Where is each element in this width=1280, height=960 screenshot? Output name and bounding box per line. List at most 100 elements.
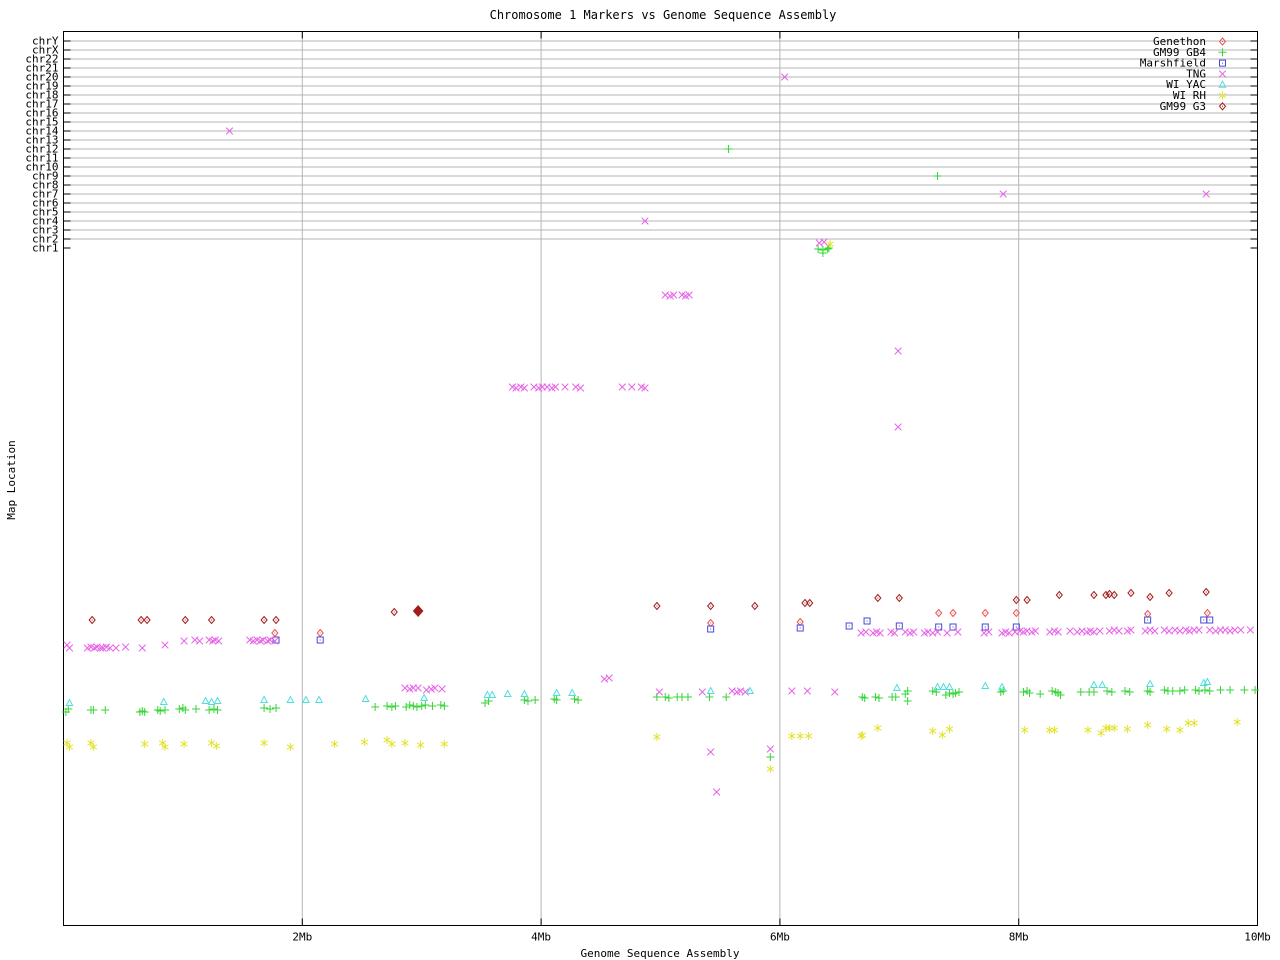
data-point (260, 695, 269, 703)
data-point (207, 615, 216, 625)
data-point (88, 615, 96, 625)
data-point (360, 738, 369, 746)
data-point (383, 736, 391, 744)
data-point (935, 623, 943, 631)
data-point (933, 682, 942, 690)
data-point (1180, 686, 1189, 694)
data-point (101, 706, 110, 714)
data-point (1216, 626, 1225, 634)
data-point (909, 628, 918, 636)
data-point (806, 598, 814, 608)
chromosome-tick-label: chr10 (25, 161, 58, 174)
data-point (143, 615, 151, 625)
legend-label: Genethon (1153, 35, 1206, 48)
data-point (112, 644, 120, 652)
data-point (1165, 627, 1173, 635)
data-point (316, 636, 324, 644)
data-point (751, 601, 759, 611)
data-point (1200, 686, 1209, 694)
data-point (570, 695, 579, 703)
data-point (440, 740, 449, 748)
data-point (121, 643, 130, 651)
data-point (161, 743, 169, 751)
data-point (552, 688, 561, 696)
data-point (1191, 686, 1200, 694)
data-point (484, 697, 493, 705)
data-point (520, 384, 529, 392)
data-point (159, 697, 168, 705)
data-point (1120, 687, 1129, 695)
data-point (1146, 592, 1154, 602)
data-point (1012, 608, 1020, 618)
data-point (653, 601, 661, 611)
data-point (860, 694, 869, 702)
data-point (1175, 687, 1184, 695)
data-point (1127, 626, 1135, 634)
data-point (391, 702, 400, 710)
data-point (1105, 724, 1114, 732)
data-point (706, 686, 715, 694)
data-point (1226, 686, 1235, 694)
data-point (1206, 616, 1214, 624)
data-point (428, 702, 437, 710)
chromosome-tick-label: chr18 (25, 89, 58, 102)
data-point (862, 628, 870, 636)
data-point (999, 190, 1007, 198)
data-point (1151, 627, 1159, 635)
data-point (954, 628, 962, 636)
data-point (260, 704, 269, 712)
data-point (271, 637, 279, 645)
data-point (1005, 629, 1013, 637)
series-genethon (271, 608, 1212, 638)
data-point (981, 608, 989, 618)
data-point (1031, 627, 1040, 635)
data-point (1046, 726, 1054, 734)
data-point (503, 689, 512, 697)
chromosome-tick-label: chr13 (25, 134, 58, 147)
data-point (653, 733, 661, 741)
data-point (361, 694, 370, 702)
data-point (330, 740, 339, 748)
data-point (939, 682, 948, 690)
data-point (796, 732, 804, 740)
data-point (213, 696, 222, 704)
data-point (1103, 687, 1112, 695)
chromosome-tick-label: chr4 (32, 215, 59, 228)
series-gm99-gb4 (61, 145, 1260, 761)
data-point (1246, 626, 1255, 634)
data-point (655, 688, 664, 696)
data-point (1160, 686, 1169, 694)
data-point (1203, 608, 1212, 618)
data-point (1146, 679, 1155, 687)
data-point (1194, 687, 1203, 695)
data-point (520, 696, 529, 704)
data-point (894, 347, 902, 355)
data-point (1090, 590, 1098, 600)
data-point (766, 765, 775, 773)
data-point (272, 615, 280, 625)
data-point (412, 604, 424, 618)
data-point (1218, 102, 1227, 111)
data-point (706, 601, 715, 611)
chromosome-tick-label: chr16 (25, 107, 58, 120)
data-point (1190, 719, 1198, 727)
data-point (488, 690, 497, 698)
chart-title: Chromosome 1 Markers vs Genome Sequence … (490, 8, 837, 22)
data-point (1190, 626, 1198, 634)
chromosome-tick-label: chr9 (32, 170, 59, 183)
data-point (141, 740, 149, 748)
data-point (1102, 590, 1110, 600)
series-wi-rh (63, 240, 1241, 773)
data-point (266, 705, 275, 713)
data-point (160, 706, 169, 714)
data-point (1036, 690, 1045, 698)
data-point (260, 739, 268, 747)
data-point (1200, 616, 1208, 624)
data-point (1165, 588, 1173, 598)
data-point (1202, 190, 1210, 198)
legend-label: GM99 GB4 (1153, 46, 1206, 59)
data-point (955, 688, 963, 696)
data-point (65, 644, 74, 652)
legend-label: TNG (1186, 67, 1206, 80)
